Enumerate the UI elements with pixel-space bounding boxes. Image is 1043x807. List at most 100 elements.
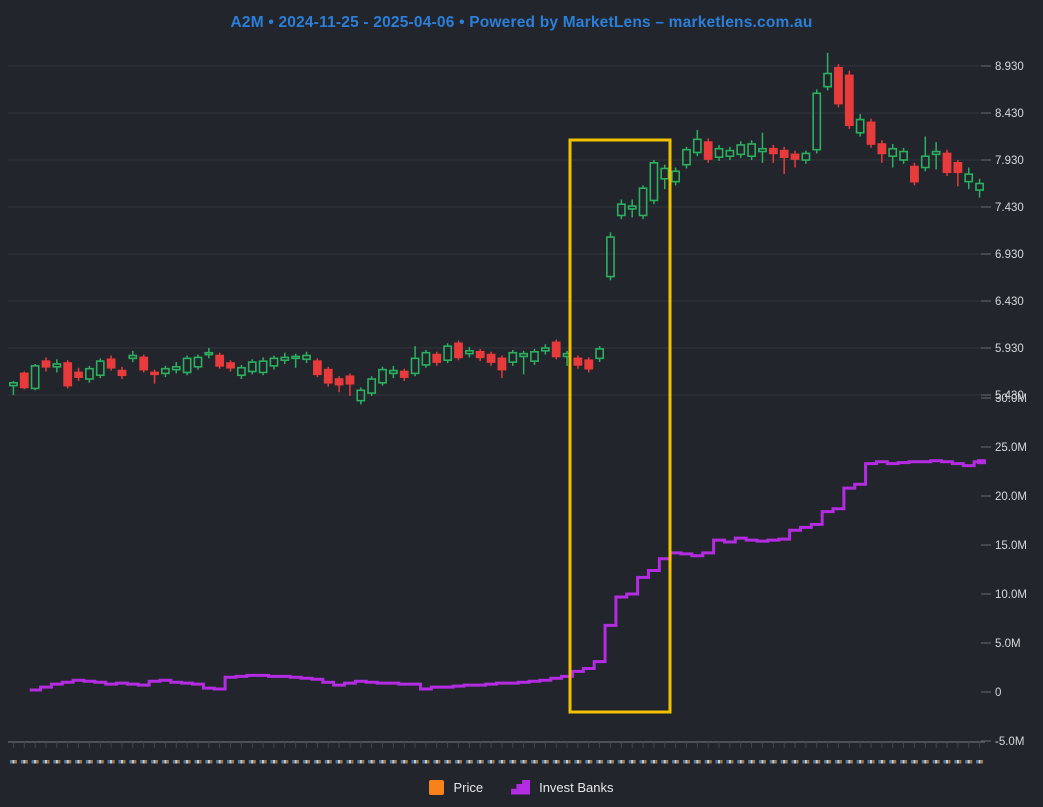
candle-body[interactable] (454, 342, 463, 359)
candle-body[interactable] (736, 144, 746, 156)
candle-body[interactable] (823, 72, 832, 88)
candle-body[interactable] (345, 375, 355, 385)
candle-body[interactable] (649, 162, 659, 202)
candle-body[interactable] (52, 363, 62, 368)
candle-body[interactable] (931, 150, 941, 156)
candle-body[interactable] (171, 365, 181, 371)
candle-body[interactable] (291, 355, 301, 360)
candle-body[interactable] (85, 367, 94, 380)
candle-body[interactable] (844, 74, 854, 127)
candle-body[interactable] (334, 378, 344, 386)
candle-body[interactable] (182, 357, 192, 374)
candle-body[interactable] (899, 150, 908, 161)
candle-body[interactable] (280, 356, 290, 362)
candle-body[interactable] (302, 354, 311, 361)
date-micro-label (77, 760, 80, 764)
candle-body[interactable] (920, 155, 930, 169)
candle-body[interactable] (595, 348, 605, 360)
candle-body[interactable] (953, 162, 963, 174)
candle-body[interactable] (584, 359, 594, 370)
candle-body[interactable] (204, 351, 214, 356)
candle-body[interactable] (367, 378, 377, 394)
candle-body[interactable] (768, 147, 778, 155)
date-micro-label (435, 760, 438, 764)
candle-body[interactable] (616, 203, 626, 217)
candle-body[interactable] (530, 350, 539, 362)
candle-body[interactable] (910, 165, 919, 183)
candle-body[interactable] (161, 367, 170, 375)
candle-body[interactable] (812, 92, 822, 151)
candle-body[interactable] (399, 370, 409, 378)
candle-body[interactable] (443, 345, 453, 362)
candle-body[interactable] (855, 118, 865, 134)
candle-body[interactable] (410, 357, 420, 375)
candle-body[interactable] (975, 182, 984, 191)
candle-body[interactable] (128, 354, 138, 360)
candle-body[interactable] (801, 152, 811, 161)
candle-body[interactable] (95, 360, 105, 377)
invest-banks-line[interactable] (29, 459, 985, 692)
candle-body[interactable] (551, 341, 561, 358)
candle-body[interactable] (964, 173, 974, 183)
date-micro-label (237, 760, 241, 764)
candle-body[interactable] (519, 352, 529, 358)
candle-body[interactable] (682, 148, 691, 166)
candle-body[interactable] (606, 236, 615, 278)
candle-body[interactable] (150, 371, 159, 376)
candle-body[interactable] (638, 187, 648, 217)
candle-body[interactable] (41, 360, 51, 368)
price-axis-label: 6.930 (995, 249, 1024, 261)
candle-body[interactable] (269, 357, 279, 367)
candle-body[interactable] (692, 138, 702, 154)
candle-body[interactable] (790, 153, 800, 160)
candle-body[interactable] (475, 350, 485, 359)
date-micro-label (509, 760, 512, 764)
candle-body[interactable] (464, 350, 474, 355)
candle-body[interactable] (866, 121, 876, 145)
candle-body[interactable] (508, 351, 518, 363)
candle-body[interactable] (388, 369, 398, 375)
candle-body[interactable] (421, 351, 431, 366)
candle-body[interactable] (486, 353, 496, 363)
candle-body[interactable] (9, 381, 18, 387)
date-micro-label (318, 760, 321, 764)
candle-body[interactable] (671, 170, 681, 183)
candle-body[interactable] (725, 149, 735, 158)
candle-body[interactable] (703, 141, 713, 160)
legend-item-invest-banks[interactable]: Invest Banks (511, 779, 614, 795)
candle-body[interactable] (834, 67, 843, 105)
candle-body[interactable] (714, 147, 724, 158)
candle-body[interactable] (215, 354, 225, 367)
candle-body[interactable] (573, 357, 583, 366)
candle-body[interactable] (63, 362, 73, 387)
candle-body[interactable] (323, 368, 333, 384)
candle-body[interactable] (193, 356, 203, 368)
candle-body[interactable] (106, 358, 116, 369)
candle-body[interactable] (942, 152, 952, 174)
candle-body[interactable] (117, 369, 127, 377)
candle-body[interactable] (758, 147, 767, 153)
candle-body[interactable] (19, 372, 29, 389)
candle-body[interactable] (312, 360, 322, 376)
candle-body[interactable] (660, 167, 670, 180)
candle-body[interactable] (779, 149, 789, 158)
candle-body[interactable] (627, 205, 637, 210)
candle-body[interactable] (139, 356, 149, 371)
candle-body[interactable] (877, 143, 887, 155)
candle-body[interactable] (74, 371, 83, 378)
candle-body[interactable] (497, 357, 507, 371)
highlight-box[interactable] (568, 138, 672, 714)
candle-body[interactable] (236, 366, 246, 377)
candle-body[interactable] (258, 360, 268, 374)
candle-body[interactable] (30, 365, 40, 390)
candle-body[interactable] (378, 368, 387, 384)
candle-body[interactable] (747, 143, 757, 158)
candle-body[interactable] (356, 389, 366, 402)
candle-body[interactable] (540, 347, 550, 352)
price-volume-chart[interactable]: 8.930 8.430 7.930 7.430 6.930 6.430 5.930 5.430… (0, 0, 1043, 772)
candle-body[interactable] (888, 147, 898, 158)
candle-body[interactable] (247, 361, 257, 373)
candle-body[interactable] (226, 362, 235, 369)
candle-body[interactable] (432, 353, 442, 363)
legend-item-price[interactable]: Price (429, 779, 483, 795)
